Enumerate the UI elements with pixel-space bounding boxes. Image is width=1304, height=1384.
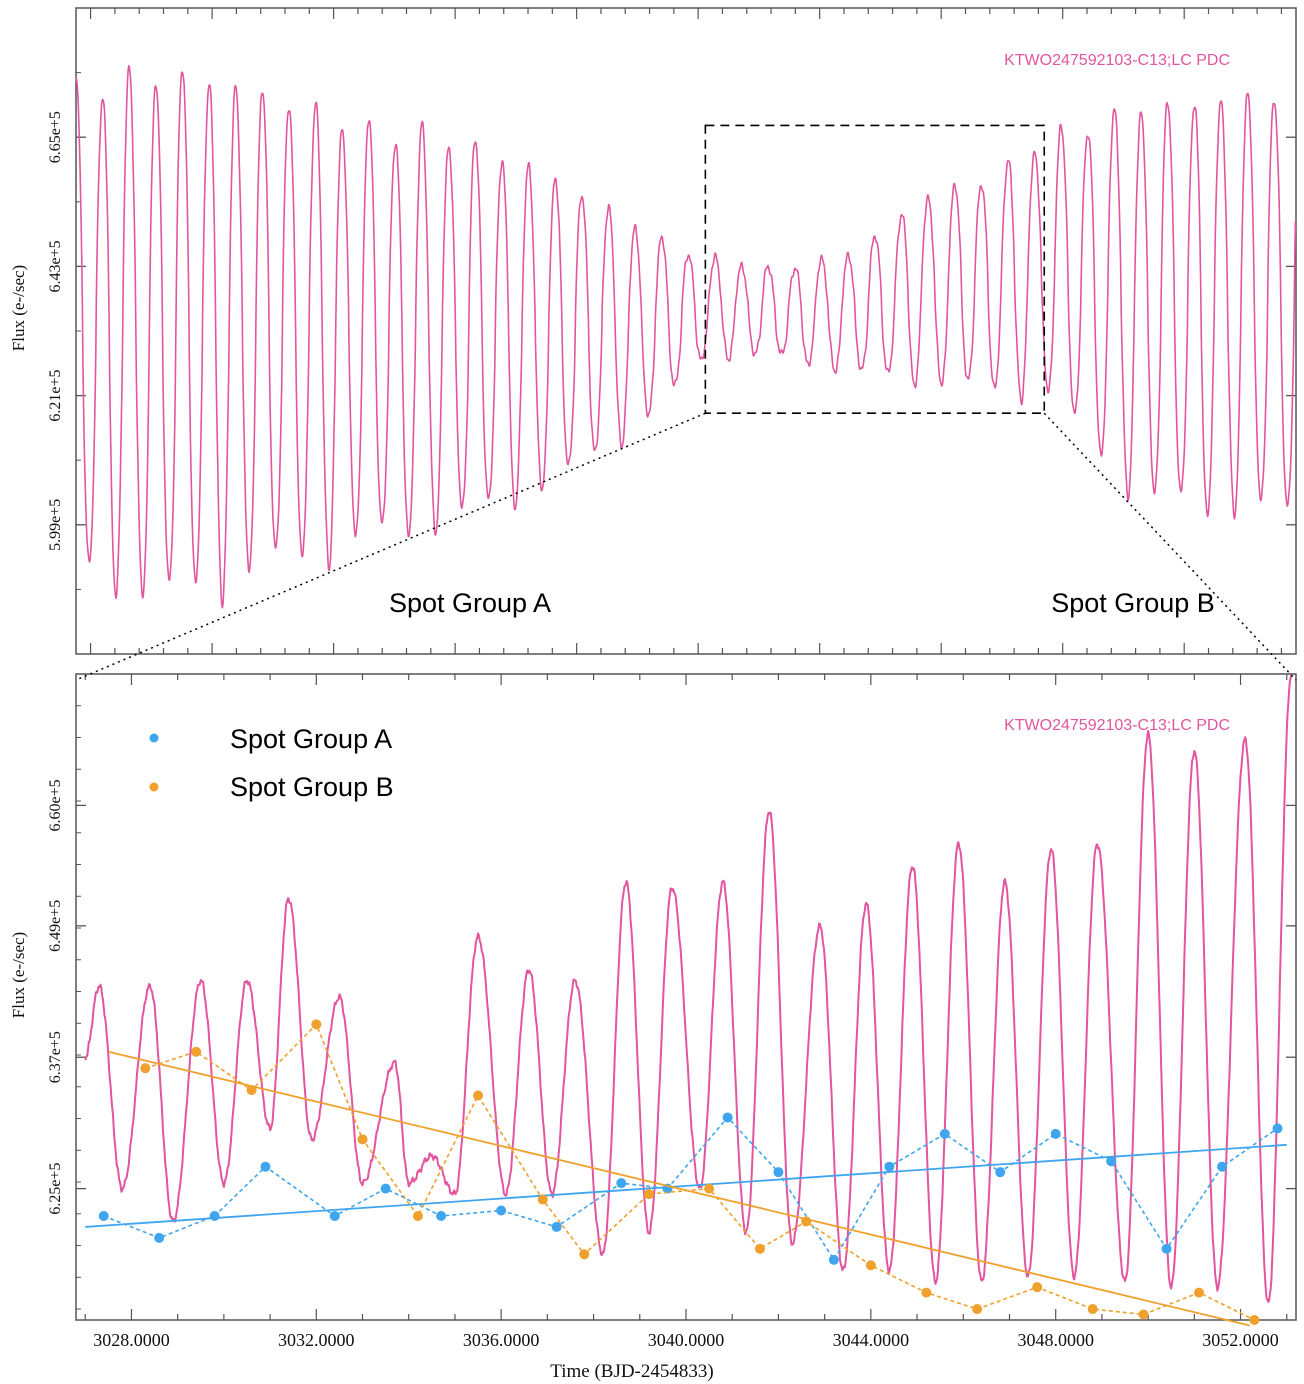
spot-group-b-point [1138,1309,1149,1320]
spot-group-a-point [154,1232,165,1243]
top-panel-frame [75,7,1297,655]
spot-group-a-point [884,1161,895,1172]
spot-group-b-point [1087,1304,1098,1315]
bottom-x-tick-label: 3032.0000 [278,1330,355,1350]
bottom-y-tick-label: 6.49e+5 [47,900,64,952]
spot-group-a-point [329,1210,340,1221]
bottom-x-tick-label: 3052.0000 [1202,1330,1279,1350]
spot-group-a-point [1106,1156,1117,1167]
spot-group-b-point [972,1304,983,1315]
spot-group-a-point [260,1161,271,1172]
bottom-x-axis-label: Time (BJD-2454833) [550,1361,713,1382]
legend-label-spot-group-a: Spot Group A [230,724,392,754]
top-y-tick-label: 5.99e+5 [47,499,64,551]
top-annotation-spot-group-b: Spot Group B [1051,588,1215,618]
top-y-tick-label: 6.65e+5 [47,111,64,163]
bottom-y-tick-label: 6.37e+5 [47,1031,64,1083]
spot-group-a-point [436,1210,447,1221]
bottom-x-tick-labels: 3028.0000 3032.0000 3036.0000 3040.0000 3044… [93,1330,1279,1350]
zoom-connector-right [1043,412,1297,681]
bottom-light-curve [84,673,1293,1303]
legend-marker-spot-group-b [149,782,159,792]
spot-group-a-point [616,1178,627,1189]
spot-group-b-point [1032,1282,1043,1293]
spot-group-b-trend-line [108,1050,1250,1327]
spot-group-b-point [140,1063,151,1074]
spot-group-b-point [801,1216,812,1227]
bottom-panel-frame [75,673,1297,1321]
spot-group-b-point [473,1090,484,1101]
spot-group-a-point [995,1167,1006,1178]
spot-group-a-point [98,1210,109,1221]
bottom-x-tick-label: 3036.0000 [463,1330,540,1350]
bottom-x-tick-label: 3044.0000 [833,1330,910,1350]
spot-group-a-point [1161,1243,1172,1254]
spot-group-a-point [1050,1128,1061,1139]
spot-group-a-point [828,1254,839,1265]
bottom-y-tick-label: 6.25e+5 [47,1163,64,1215]
spot-group-a-point [1217,1161,1228,1172]
spot-group-a-point [380,1183,391,1194]
spot-group-a-dashed-line [103,1116,1278,1262]
spot-group-b-point [921,1287,932,1298]
legend-marker-spot-group-a [149,733,159,743]
spot-group-b-point [246,1085,257,1096]
legend-label-spot-group-b: Spot Group B [230,772,394,802]
spot-group-a-point [939,1128,950,1139]
top-y-tick-label: 6.43e+5 [47,240,64,292]
bottom-y-tick-label: 6.60e+5 [47,779,64,831]
top-y-axis-label: Flux (e-/sec) [9,265,28,351]
spot-group-a-point [551,1221,562,1232]
top-light-curve [75,65,1297,609]
spot-group-a-point [722,1112,733,1123]
spot-group-b-point [311,1019,322,1030]
legend: Spot Group A Spot Group B [149,724,394,802]
spot-group-b-point [644,1189,655,1200]
spot-group-a-point [1272,1123,1283,1134]
bottom-panel-ticks [76,674,1296,1320]
spot-group-b-point [1193,1287,1204,1298]
spot-group-b-point [537,1194,548,1205]
bottom-x-tick-label: 3048.0000 [1017,1330,1094,1350]
spot-group-b-point [579,1249,590,1260]
top-panel-ticks [76,7,1296,655]
top-y-tick-label: 6.21e+5 [47,370,64,422]
top-y-tick-labels: 6.65e+5 6.43e+5 6.21e+5 5.99e+5 [47,111,64,551]
top-annotation-spot-group-a: Spot Group A [389,588,551,618]
top-panel-label: KTWO247592103-C13;LC PDC [1004,52,1230,69]
spot-group-b-point [357,1134,368,1145]
spot-group-b-point [865,1260,876,1271]
bottom-x-tick-label: 3028.0000 [93,1330,170,1350]
spot-group-b-point [412,1210,423,1221]
bottom-y-axis-label: Flux (e-/sec) [9,932,28,1018]
spot-group-a-point [496,1205,507,1216]
bottom-panel-label: KTWO247592103-C13;LC PDC [1004,717,1230,734]
spot-group-b-point [191,1046,202,1057]
spot-group-b-point [704,1183,715,1194]
spot-group-a-point [209,1210,220,1221]
spot-group-b-point [754,1243,765,1254]
spot-group-a-point [773,1167,784,1178]
zoom-box [704,124,1046,415]
bottom-y-tick-labels: 6.60e+5 6.49e+5 6.37e+5 6.25e+5 [47,779,64,1214]
spot-group-b-point [1249,1315,1260,1325]
spot-group-a-trend-line [85,1143,1287,1228]
bottom-x-tick-label: 3040.0000 [648,1330,725,1350]
spot-group-series [85,1019,1287,1327]
